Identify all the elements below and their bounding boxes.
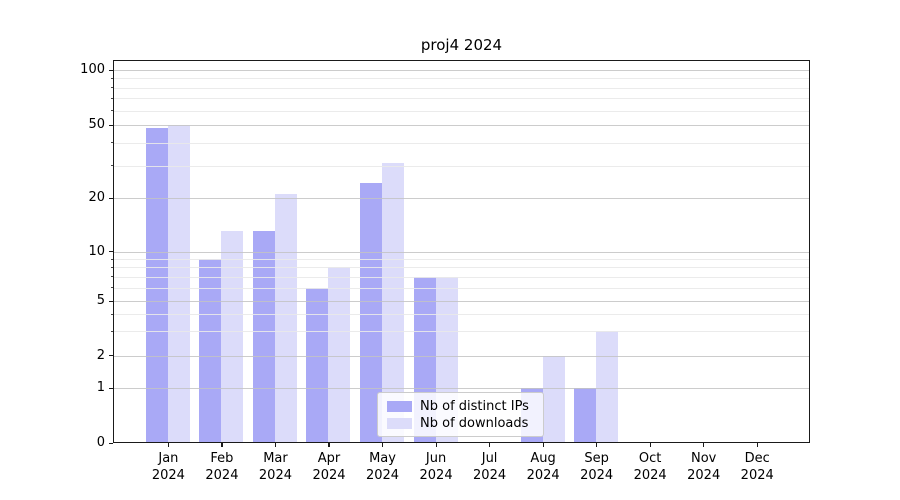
x-axis-tick-label-aug: Aug 2024	[526, 451, 560, 483]
x-axis-tick-label-jun: Jun 2024	[419, 451, 453, 483]
y-axis-tick-label-0: 0	[96, 435, 105, 450]
x-axis-tickmark-dec	[756, 443, 758, 447]
y-axis-tickmark-50	[109, 124, 113, 126]
minor-gridline-y6	[114, 287, 809, 289]
bar-distinct-ips-feb	[199, 259, 222, 442]
y-axis-tick-label-5: 5	[96, 293, 105, 308]
minor-gridline-y4	[114, 314, 809, 316]
x-axis-tickmark-apr	[328, 443, 330, 447]
x-axis-tick-label-feb: Feb 2024	[205, 451, 239, 483]
x-axis-tick-label-mar: Mar 2024	[258, 451, 292, 483]
x-axis-tickmark-jun	[435, 443, 437, 447]
legend-label-distinct-ips: Nb of distinct IPs	[420, 398, 529, 414]
minor-gridline-y30	[114, 165, 809, 167]
bar-distinct-ips-jan	[145, 128, 168, 442]
y-axis-minor-tickmark-90	[110, 77, 113, 79]
legend-label-downloads: Nb of downloads	[420, 415, 529, 431]
minor-gridline-y60	[114, 110, 809, 112]
y-axis-minor-tickmark-70	[110, 97, 113, 99]
bar-distinct-ips-sep	[574, 388, 597, 442]
minor-gridline-y70	[114, 98, 809, 100]
y-axis-tick-label-50: 50	[88, 117, 105, 132]
chart-title: proj4 2024	[420, 36, 503, 54]
minor-gridline-y40	[114, 142, 809, 144]
x-axis-tick-label-oct: Oct 2024	[633, 451, 667, 483]
y-axis-minor-tickmark-3	[110, 330, 113, 332]
minor-gridline-y80	[114, 87, 809, 89]
x-axis-tickmark-jan	[167, 443, 170, 447]
bar-distinct-ips-apr	[306, 287, 329, 442]
bar-downloads-mar	[274, 194, 297, 442]
legend-box: Nb of distinct IPs Nb of downloads	[377, 392, 544, 437]
bar-downloads-may	[382, 163, 405, 442]
major-gridline-y50	[114, 125, 809, 126]
y-axis-tickmark-5	[109, 300, 113, 302]
y-axis-tick-label-100: 100	[80, 62, 105, 77]
bar-distinct-ips-may	[360, 183, 383, 442]
minor-gridline-y8	[114, 267, 809, 269]
plot-area	[113, 60, 810, 443]
minor-gridline-y9	[114, 259, 809, 261]
y-axis-minor-tickmark-80	[110, 87, 113, 89]
x-axis-tick-label-nov: Nov 2024	[687, 451, 721, 483]
x-axis-tick-label-apr: Apr 2024	[312, 451, 346, 483]
x-axis-tickmark-sep	[596, 443, 598, 447]
major-gridline-y5	[114, 301, 809, 302]
y-axis-tickmark-20	[109, 197, 113, 199]
x-axis-tickmark-mar	[274, 443, 277, 447]
y-axis-minor-tickmark-4	[110, 313, 113, 315]
minor-gridline-y7	[114, 276, 809, 278]
major-gridline-y2	[114, 355, 809, 357]
x-axis-tickmark-nov	[703, 443, 705, 447]
y-axis-tickmark-1	[109, 387, 113, 389]
bar-downloads-sep	[596, 331, 619, 442]
bar-downloads-feb	[221, 231, 244, 442]
minor-gridline-y90	[114, 78, 809, 80]
major-gridline-y100	[114, 70, 809, 71]
y-axis-tick-label-1: 1	[96, 380, 105, 395]
bar-downloads-aug	[542, 355, 565, 442]
x-axis-tickmark-aug	[542, 443, 544, 447]
x-axis-tick-label-sep: Sep 2024	[580, 451, 614, 483]
x-axis-tickmark-feb	[221, 443, 223, 447]
bar-distinct-ips-mar	[252, 231, 275, 442]
y-axis-minor-tickmark-8	[110, 266, 113, 268]
y-axis-tickmark-0	[109, 442, 113, 444]
x-axis-tick-label-dec: Dec 2024	[740, 451, 774, 483]
y-axis-minor-tickmark-60	[110, 110, 113, 112]
x-axis-tick-label-may: May 2024	[365, 451, 400, 483]
legend-row-downloads: Nb of downloads	[387, 415, 535, 432]
major-gridline-y10	[114, 251, 809, 253]
legend-swatch-downloads-icon	[387, 418, 412, 429]
major-gridline-y20	[114, 198, 809, 199]
y-axis-tickmark-2	[109, 355, 113, 357]
x-axis-tick-label-jan: Jan 2024	[151, 451, 185, 483]
plot-canvas	[114, 61, 809, 442]
bar-downloads-apr	[328, 267, 351, 442]
x-axis-tickmark-may	[382, 443, 384, 447]
y-axis-tick-label-20: 20	[88, 190, 105, 205]
y-axis-tick-label-2: 2	[96, 347, 105, 363]
x-axis-tickmark-oct	[649, 443, 651, 447]
y-axis-minor-tickmark-30	[110, 165, 113, 167]
y-axis-tickmark-100	[109, 69, 113, 71]
minor-gridline-y3	[114, 331, 809, 333]
bar-downloads-jan	[167, 125, 190, 442]
x-axis-tick-label-jul: Jul 2024	[473, 451, 507, 483]
y-axis-minor-tickmark-9	[110, 258, 113, 260]
y-axis-tickmark-10	[109, 251, 113, 253]
y-axis-minor-tickmark-7	[110, 276, 113, 278]
y-axis-minor-tickmark-6	[110, 287, 113, 289]
y-axis-minor-tickmark-40	[110, 142, 113, 144]
x-axis-tickmark-jul	[489, 443, 491, 447]
major-gridline-y1	[114, 388, 809, 389]
y-axis-tick-label-10: 10	[88, 243, 105, 259]
legend-row-distinct-ips: Nb of distinct IPs	[387, 398, 535, 415]
legend-swatch-distinct-ips-icon	[387, 401, 412, 412]
